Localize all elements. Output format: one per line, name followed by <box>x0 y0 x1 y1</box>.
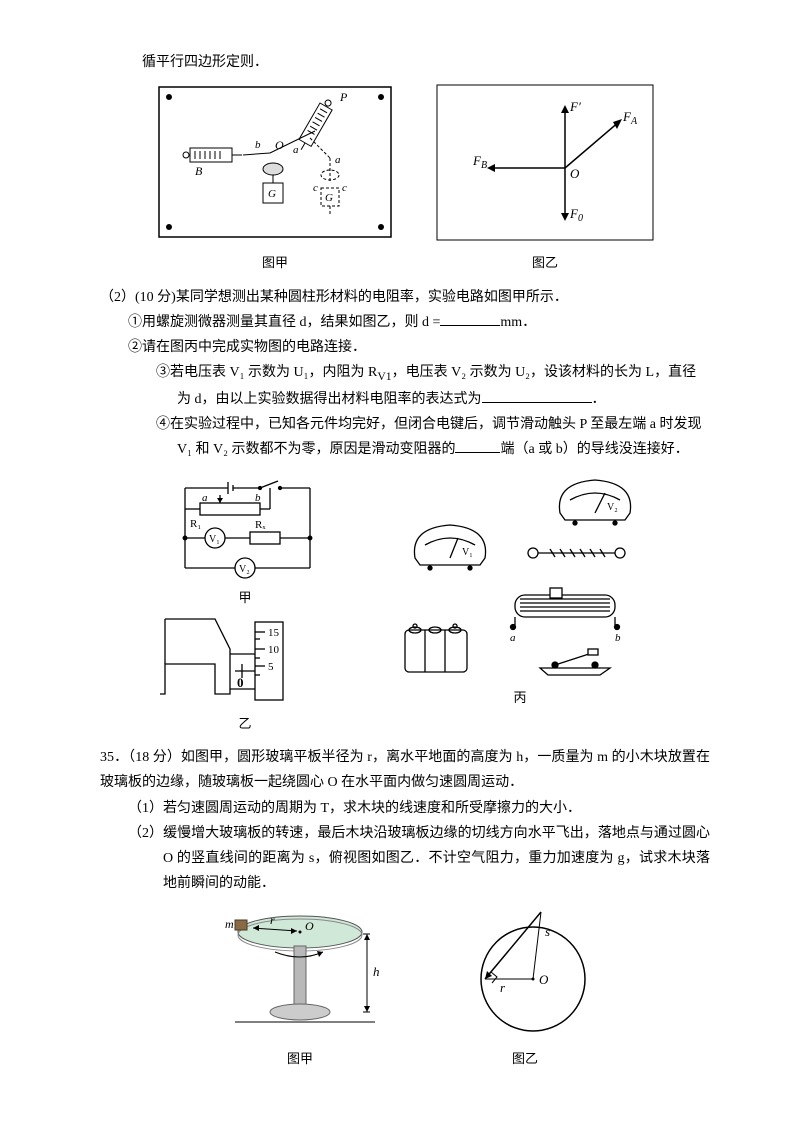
fig-jia-caption: 图甲 <box>155 251 395 274</box>
svg-text:m: m <box>225 917 234 931</box>
lbl-G2: G <box>325 192 333 204</box>
lbl-P: P <box>339 90 348 104</box>
svg-text:r: r <box>270 913 275 927</box>
svg-text:Rₓ: Rₓ <box>255 519 266 531</box>
svg-text:b: b <box>615 632 621 644</box>
lbl-B: B <box>195 164 203 178</box>
circuit-figs: a b R₁ V₁ Rₓ V₂ <box>100 473 710 736</box>
bing-cap: 丙 <box>390 686 650 709</box>
svg-text:0: 0 <box>237 675 244 690</box>
q35-prefix: 35．（18 分）如图甲，圆形玻璃平板半径为 r，离水平地面的高度为 h，一质量… <box>100 745 710 795</box>
svg-text:h: h <box>373 964 380 979</box>
svg-text:a: a <box>335 154 341 166</box>
svg-text:s: s <box>545 924 550 939</box>
q2-item2: ②请在图丙中完成实物图的电路连接． <box>128 335 710 360</box>
q35-fig-jia: m r O h <box>215 904 385 1070</box>
lbl-O: O <box>275 138 284 152</box>
q35-p1: （1）若匀速圆周运动的周期为 T，求木块的线速度和所受摩擦力的大小． <box>163 796 710 821</box>
circuit-left-col: a b R₁ V₁ Rₓ V₂ <box>160 473 330 736</box>
fig-yi-caption: 图乙 <box>435 251 655 274</box>
force-svg: F′ FA FB F0 O <box>435 83 655 248</box>
lbl-G1: G <box>268 188 276 200</box>
fig-yi-force: F′ FA FB F0 O 图乙 <box>435 83 655 274</box>
svg-text:V₂: V₂ <box>607 502 618 513</box>
circuit-jia-svg: a b R₁ V₁ Rₓ V₂ <box>160 473 330 583</box>
svg-text:15: 15 <box>268 627 280 639</box>
micrometer-cap: 乙 <box>160 712 330 735</box>
svg-text:V₁: V₁ <box>462 547 473 558</box>
svg-text:a: a <box>202 492 208 504</box>
svg-text:O: O <box>570 166 580 181</box>
q35-p2: （2）缓慢增大玻璃板的转速，最后木块沿玻璃板边缘的切线方向水平飞出，落地点与通过… <box>163 821 710 897</box>
svg-text:F′: F′ <box>569 99 581 114</box>
svg-text:O: O <box>539 972 549 987</box>
q2-item4: ④在实验过程中，已知各元件均完好，但闭合电键后，调节滑动触头 P 至最左端 a … <box>177 412 710 462</box>
svg-text:b: b <box>255 492 261 504</box>
svg-text:O: O <box>305 919 314 933</box>
bing-svg: V₂ V₁ <box>390 473 650 683</box>
svg-text:b: b <box>255 139 261 151</box>
svg-text:c: c <box>342 182 347 194</box>
q35-yi-cap: 图乙 <box>455 1047 595 1070</box>
svg-text:V₁: V₁ <box>209 534 220 545</box>
top-line: 循平行四边形定则． <box>142 50 710 75</box>
svg-text:r: r <box>500 980 506 995</box>
glass-table-svg: m r O h <box>215 904 385 1044</box>
figure-row-1: P B b O a <box>100 83 710 274</box>
q2-item1: ①用螺旋测微器测量其直径 d，结果如图乙，则 d =mm． <box>128 310 710 335</box>
circuit-bing: V₂ V₁ <box>390 473 650 709</box>
topview-svg: O r s <box>455 904 595 1044</box>
svg-text:a: a <box>293 144 299 156</box>
svg-text:c: c <box>313 182 318 194</box>
board-svg: P B b O a <box>155 83 395 248</box>
svg-text:V₂: V₂ <box>239 564 250 575</box>
micrometer-svg: 15 10 5 0 <box>160 614 310 709</box>
q35-fig-yi: O r s 图乙 <box>455 904 595 1070</box>
q35-jia-cap: 图甲 <box>215 1047 385 1070</box>
q2-prefix: （2）(10 分)某同学想测出某种圆柱形材料的电阻率，实验电路如图甲所示． <box>100 285 710 310</box>
svg-text:5: 5 <box>268 661 274 673</box>
svg-text:a: a <box>510 632 516 644</box>
fig-jia-board: P B b O a <box>155 83 395 274</box>
q2-item3: ③若电压表 V₁ 示数为 U₁，内阻为 RV1，电压表 V₂ 示数为 U₂，设该… <box>177 360 710 412</box>
q35-fig-row: m r O h <box>100 904 710 1070</box>
svg-text:10: 10 <box>268 644 280 656</box>
circuit-jia-cap: 甲 <box>160 586 330 609</box>
svg-text:R₁: R₁ <box>190 518 201 530</box>
